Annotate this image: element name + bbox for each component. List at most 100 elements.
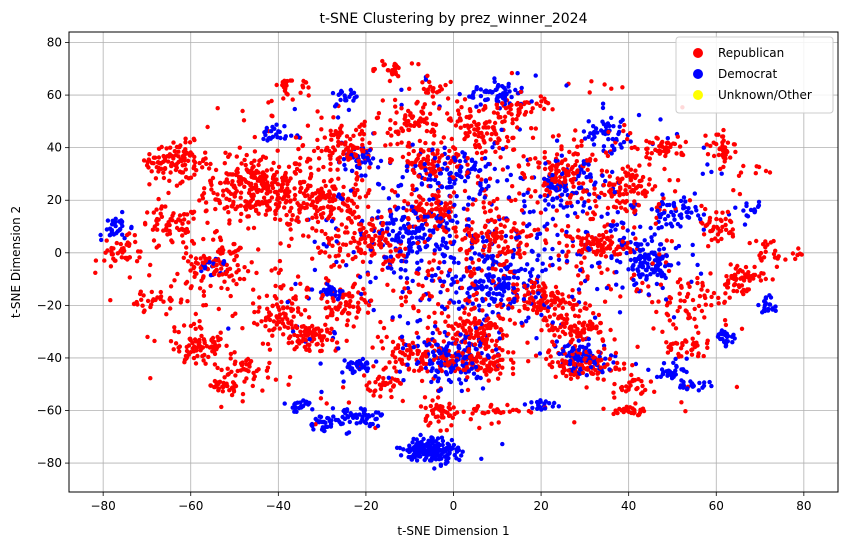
scatter-point-republican <box>238 361 244 366</box>
scatter-point-republican <box>483 223 488 228</box>
scatter-point-republican <box>326 305 332 310</box>
scatter-point-republican <box>699 203 704 209</box>
scatter-point-republican <box>714 216 719 222</box>
scatter-point-democrat <box>707 379 712 385</box>
scatter-point-republican <box>219 266 224 271</box>
scatter-point-republican <box>675 308 680 314</box>
scatter-point-republican <box>205 124 210 130</box>
scatter-point-republican <box>221 188 226 193</box>
scatter-point-republican <box>323 250 328 255</box>
scatter-point-republican <box>623 170 628 175</box>
scatter-point-republican <box>513 197 518 203</box>
scatter-point-republican <box>420 283 425 289</box>
scatter-point-democrat <box>461 274 466 279</box>
scatter-point-republican <box>601 377 606 382</box>
scatter-point-republican <box>661 196 666 201</box>
scatter-point-republican <box>240 108 245 114</box>
scatter-point-democrat <box>685 386 690 391</box>
scatter-point-republican <box>658 282 664 287</box>
scatter-point-republican <box>328 128 333 133</box>
scatter-point-republican <box>531 307 536 313</box>
scatter-point-republican <box>407 86 412 92</box>
scatter-point-republican <box>613 365 618 370</box>
scatter-point-republican <box>367 188 372 193</box>
scatter-point-democrat <box>700 171 705 176</box>
scatter-point-republican <box>593 157 598 163</box>
scatter-point-democrat <box>611 360 616 365</box>
scatter-point-republican <box>621 361 627 366</box>
scatter-point-republican <box>270 333 275 338</box>
scatter-point-republican <box>705 338 710 343</box>
scatter-point-republican <box>207 256 212 261</box>
scatter-point-republican <box>489 338 495 343</box>
scatter-point-republican <box>356 300 361 305</box>
scatter-point-republican <box>315 109 320 114</box>
scatter-point-democrat <box>432 324 438 329</box>
scatter-point-republican <box>421 105 426 110</box>
scatter-point-republican <box>501 246 506 251</box>
scatter-point-republican <box>321 179 327 184</box>
scatter-point-republican <box>503 239 508 244</box>
scatter-point-republican <box>215 192 220 197</box>
scatter-point-republican <box>289 236 294 241</box>
scatter-point-republican <box>465 387 471 393</box>
scatter-point-democrat <box>458 277 464 282</box>
scatter-point-democrat <box>376 410 381 415</box>
scatter-point-republican <box>231 184 237 190</box>
scatter-point-republican <box>498 155 503 160</box>
scatter-point-democrat <box>397 314 403 319</box>
scatter-point-republican <box>504 259 509 264</box>
scatter-point-republican <box>424 222 429 227</box>
scatter-point-republican <box>114 240 120 246</box>
scatter-point-republican <box>393 248 399 253</box>
scatter-point-democrat <box>423 77 429 82</box>
scatter-point-republican <box>158 289 163 295</box>
scatter-point-democrat <box>486 161 491 167</box>
scatter-point-republican <box>572 323 577 328</box>
scatter-point-democrat <box>676 261 681 266</box>
scatter-point-republican <box>314 342 319 347</box>
scatter-point-republican <box>471 282 477 288</box>
scatter-point-republican <box>183 167 188 172</box>
scatter-point-democrat <box>329 285 335 290</box>
scatter-point-republican <box>620 85 625 90</box>
scatter-point-democrat <box>669 224 675 229</box>
scatter-point-republican <box>746 270 751 275</box>
scatter-point-republican <box>345 230 350 235</box>
scatter-point-republican <box>177 213 183 218</box>
scatter-point-republican <box>337 155 343 160</box>
scatter-point-republican <box>188 268 193 273</box>
scatter-point-republican <box>538 94 543 99</box>
scatter-point-republican <box>247 361 252 366</box>
scatter-point-republican <box>579 143 584 148</box>
scatter-point-democrat <box>438 278 443 284</box>
scatter-point-republican <box>440 404 445 410</box>
scatter-point-republican <box>536 165 541 170</box>
scatter-point-republican <box>323 183 328 189</box>
scatter-point-republican <box>286 164 292 169</box>
scatter-point-republican <box>728 219 734 225</box>
scatter-point-republican <box>329 236 334 241</box>
scatter-point-democrat <box>442 259 447 265</box>
scatter-point-republican <box>227 197 232 203</box>
scatter-point-republican <box>352 230 357 236</box>
scatter-point-republican <box>638 184 644 189</box>
scatter-point-republican <box>714 210 719 215</box>
scatter-point-republican <box>253 207 259 212</box>
scatter-point-republican <box>167 228 172 234</box>
scatter-point-republican <box>418 195 423 200</box>
scatter-point-republican <box>603 254 609 259</box>
scatter-point-republican <box>445 111 450 116</box>
scatter-point-republican <box>423 418 428 423</box>
scatter-point-democrat <box>686 206 691 211</box>
scatter-point-republican <box>378 394 383 399</box>
scatter-point-republican <box>425 87 431 92</box>
scatter-point-republican <box>430 267 435 272</box>
scatter-point-republican <box>362 298 367 303</box>
scatter-point-democrat <box>466 286 472 291</box>
scatter-point-republican <box>557 240 562 246</box>
scatter-point-republican <box>560 358 565 363</box>
scatter-point-republican <box>203 156 208 161</box>
scatter-point-democrat <box>418 432 423 438</box>
scatter-point-republican <box>747 240 752 246</box>
